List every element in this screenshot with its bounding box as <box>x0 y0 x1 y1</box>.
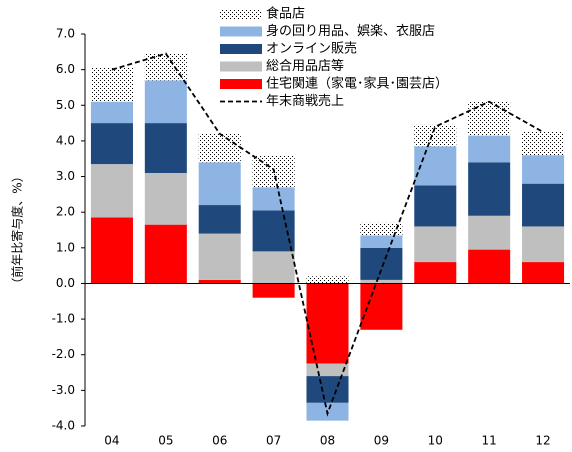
y-tick-label: -4.0 <box>52 419 75 433</box>
y-tick-label: 0.0 <box>56 276 75 290</box>
legend-label: 総合用品店等 <box>266 58 344 74</box>
bar-segment <box>468 215 511 250</box>
bar-segment <box>306 276 349 284</box>
legend-label: 住宅関連（家電･家具･園芸店） <box>266 76 448 92</box>
bar-segment <box>414 124 457 147</box>
x-tick-label: 05 <box>158 434 173 448</box>
bar-segment <box>468 162 511 216</box>
bar-segment <box>468 101 511 136</box>
bar-segment <box>252 187 295 211</box>
bar-segment <box>522 262 565 284</box>
bar-segment <box>306 363 349 377</box>
bar-segment <box>360 247 403 280</box>
bar-segment <box>252 283 295 298</box>
legend: 食品店身の回り用品、娯楽、衣服店オンライン販売総合用品店等住宅関連（家電･家具･… <box>220 6 448 109</box>
x-tick-label: 10 <box>428 434 443 448</box>
legend-swatch <box>220 44 262 54</box>
bar-segment <box>306 376 349 403</box>
bar-segment <box>90 101 133 124</box>
y-tick-label: 5.0 <box>56 98 75 112</box>
y-tick-label: 4.0 <box>56 133 75 147</box>
bar-segment <box>414 262 457 284</box>
bar-segment <box>414 185 457 227</box>
bar-segment <box>198 205 241 234</box>
bar-segment <box>144 172 187 225</box>
legend-swatch <box>220 26 262 37</box>
bar-segment <box>90 164 133 218</box>
y-tick-label: 2.0 <box>56 205 75 219</box>
x-tick-label: 06 <box>212 434 227 448</box>
x-tick-label: 08 <box>320 434 335 448</box>
legend-label: 年末商戦売上 <box>266 93 344 109</box>
y-tick-label: -2.0 <box>52 347 75 361</box>
bar-segment <box>414 226 457 263</box>
bar-segment <box>468 135 511 163</box>
total-line <box>111 52 544 417</box>
bar-segment <box>522 132 565 156</box>
bar-segment <box>252 251 295 284</box>
bar-segment <box>360 283 403 330</box>
x-tick-label: 12 <box>535 434 550 448</box>
y-tick-label: 6.0 <box>56 62 75 76</box>
bar-segment <box>90 123 133 165</box>
bar-segment <box>198 162 241 206</box>
bar-segment <box>522 155 565 184</box>
bar-segment <box>522 183 565 227</box>
legend-label: 身の回り用品、娯楽、衣服店 <box>266 23 435 39</box>
bar-segment <box>198 279 241 284</box>
legend-swatch <box>220 79 262 89</box>
bar-segment <box>144 80 187 124</box>
bar-segment <box>306 283 349 364</box>
legend-label: オンライン販売 <box>266 41 357 57</box>
x-tick-label: 11 <box>482 434 497 448</box>
x-tick-label: 09 <box>374 434 389 448</box>
legend-swatch <box>220 61 262 72</box>
y-axis-label: （前年比寄与度、%） <box>10 170 25 289</box>
x-tick-label: 07 <box>266 434 281 448</box>
bar-segment <box>198 133 241 163</box>
bar-segment <box>360 279 403 284</box>
bar-segment <box>468 249 511 284</box>
bar-segment <box>360 222 403 236</box>
legend-swatch <box>220 9 262 19</box>
bar-segment <box>144 224 187 284</box>
bar-segment <box>198 233 241 280</box>
y-tick-label: -3.0 <box>52 383 75 397</box>
legend-label: 食品店 <box>266 6 305 22</box>
bar-segment <box>252 210 295 252</box>
bar-segment <box>90 67 133 102</box>
x-tick-label: 04 <box>104 434 119 448</box>
bar-segment <box>144 123 187 173</box>
y-tick-label: 1.0 <box>56 240 75 254</box>
bar-segment <box>522 226 565 263</box>
y-tick-label: 7.0 <box>56 27 75 41</box>
y-tick-label: 3.0 <box>56 169 75 183</box>
bar-segment <box>360 235 403 248</box>
bar-segment <box>90 217 133 284</box>
y-tick-label: -1.0 <box>52 312 75 326</box>
